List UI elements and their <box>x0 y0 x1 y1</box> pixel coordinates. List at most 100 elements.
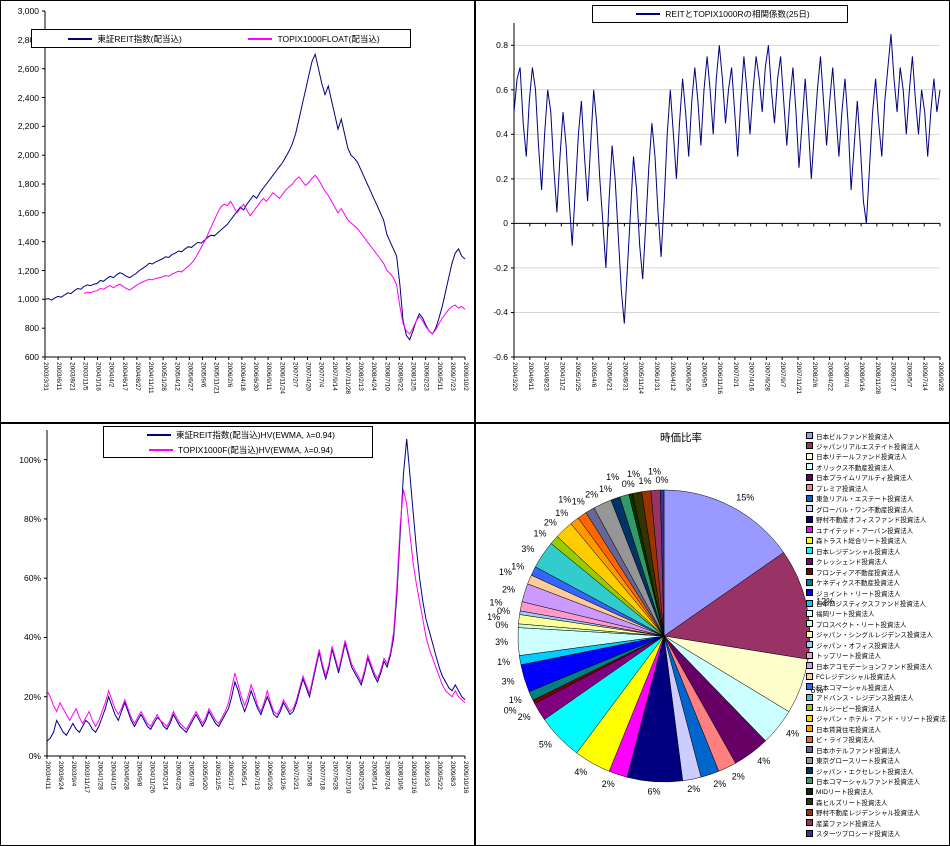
pie-legend-item: 野村不動産オフィスファンド投資法人 <box>806 515 947 524</box>
x-tick-label: 2009/10/2 <box>462 362 469 391</box>
x-tick-label: 2006/11/24 <box>278 362 286 395</box>
y-tick-label: 80% <box>23 513 41 524</box>
pie-legend-label: トップリート投資法人 <box>816 653 881 661</box>
pie-legend-label: 日本コマーシャルファンド投資法人 <box>816 778 920 786</box>
pie-legend-item: ビ・ライフ投資法人 <box>806 735 947 744</box>
x-tick-label: 2006/11/16 <box>716 362 724 395</box>
pie-legend-swatch <box>806 432 813 439</box>
pie-percent-label: 1% <box>599 484 612 494</box>
x-tick-label: 2009/7/23 <box>448 362 456 391</box>
pie-legend-swatch <box>806 662 813 670</box>
x-tick-label: 2009/3/3 <box>422 761 430 787</box>
x-tick-label: 2004/1/28 <box>96 761 104 790</box>
y-tick-label: 1,200 <box>17 265 39 276</box>
x-tick-label: 2004/11/26 <box>148 761 156 794</box>
pie-legend-label: フロンティア不動産投資法人 <box>816 569 901 577</box>
x-tick-label: 2009/8/3 <box>448 761 456 787</box>
reit-index-chart: 600 800 1,000 1,200 1,400 1,600 1,800 2,000 2,20… <box>0 0 475 423</box>
pie-legend-item: ユナイテッド・アーバン投資法人 <box>806 525 947 535</box>
pie-legend-item: 日本ビルファンド投資法人 <box>806 431 947 441</box>
pie-legend-label: 野村不動産レジデンシャル投資法人 <box>816 810 920 818</box>
x-tick-label: 2007/7/18 <box>318 761 326 790</box>
pie-legend-label: スターツプロシード投資法人 <box>816 831 901 839</box>
pie-legend-label: 東京グロースリート投資法人 <box>816 758 901 766</box>
pie-legend-swatch <box>806 808 813 816</box>
pie-percent-label: 1% <box>558 495 571 505</box>
pie-percent-label: 12% <box>816 596 834 606</box>
y-tick-label: 2,400 <box>17 92 39 103</box>
pie-legend-swatch <box>806 473 813 481</box>
pie-legend-label: 日本レジデンシャル投資法人 <box>816 548 901 556</box>
pie-percent-label: 3% <box>521 544 534 554</box>
pie-legend-swatch <box>806 672 813 680</box>
reit-index-plot-area <box>42 10 466 360</box>
x-tick-label: 2006/4/12 <box>668 362 676 391</box>
pie-legend-swatch <box>806 526 813 534</box>
x-tick-label: 2009/5/11 <box>435 362 443 391</box>
pie-legend-item: 福岡リート投資法人 <box>806 609 947 618</box>
x-tick-label: 2003/3/31 <box>42 362 49 391</box>
x-tick-label: 2007/2/21 <box>292 761 300 790</box>
pie-legend: 日本ビルファンド投資法人 ジャパンリアルエステイト投資法人 日本リテールファンド投資… <box>806 431 947 838</box>
pie-legend-swatch <box>806 725 813 733</box>
y-tick-label: 1,000 <box>17 294 39 305</box>
legend-label: TOPIX1000FLOAT(配当込) <box>277 33 380 44</box>
pie-percent-label: 4% <box>757 756 770 766</box>
legend-line-sample <box>68 37 93 40</box>
pie-legend-item: MIDリート投資法人 <box>806 787 947 796</box>
x-tick-label: 2005/6/21 <box>605 362 613 391</box>
pie-percent-label: 3% <box>495 637 508 647</box>
series-line <box>46 438 466 742</box>
x-tick-label: 2003/8/21 <box>68 362 76 391</box>
pie-percent-label: 2% <box>687 784 700 794</box>
pie-percent-label: 1% <box>533 528 546 538</box>
pie-legend-swatch <box>806 505 813 513</box>
x-tick-label: 2007/9/28 <box>331 761 339 790</box>
pie-legend-label: プレミア投資法人 <box>816 485 868 493</box>
pie-legend-label: 森ヒルズリート投資法人 <box>816 799 888 807</box>
historical-volatility-plot-area <box>44 430 466 759</box>
pie-legend-item: 日本リテールファンド投資法人 <box>806 452 947 461</box>
pie-percent-label: 3% <box>502 676 515 686</box>
pie-percent-label: 1% <box>555 508 568 518</box>
pie-legend-swatch <box>806 651 813 659</box>
x-tick-label: 2005/4/25 <box>174 761 182 790</box>
pie-legend-item: 日本コマーシャルファンド投資法人 <box>806 776 947 786</box>
market-cap-ratio-plot-area: 15%12%6%4%4%2%2%2%6%2%4%5%2%0%1%3%1%3%0%… <box>487 466 834 796</box>
x-tick-label: 2005/1/28 <box>160 362 168 391</box>
pie-legend-label: 森トラスト総合リート投資法人 <box>816 538 907 546</box>
x-tick-label: 2004/6/28 <box>122 761 130 790</box>
x-tick-label: 2004/6/17 <box>120 362 128 391</box>
pie-legend-label: ケネディクス不動産投資法人 <box>816 580 900 588</box>
x-tick-label: 2004/11/11 <box>147 362 154 394</box>
pie-legend-swatch <box>806 515 813 523</box>
pie-legend-item: スターツプロシード投資法人 <box>806 829 947 838</box>
pie-legend-item: 日本アコモデーションファンド投資法人 <box>806 661 947 671</box>
x-tick-label: 2006/6/30 <box>252 362 259 391</box>
pie-legend-item: 日本ロジスティクスファンド投資法人 <box>806 599 947 608</box>
pie-legend-swatch <box>806 777 813 785</box>
y-tick-label: 2,800 <box>17 34 39 45</box>
x-tick-label: 2008/9/22 <box>396 362 404 391</box>
x-tick-label: 2008/2/13 <box>357 362 364 391</box>
pie-legend-swatch <box>806 452 813 460</box>
series-line <box>46 489 466 731</box>
pie-legend-swatch <box>806 463 813 471</box>
series-line <box>513 34 941 324</box>
pie-legend-item: プロスペクト・リート投資法人 <box>806 619 947 629</box>
x-tick-label: 2005/11/21 <box>212 362 220 395</box>
pie-percent-label: 1% <box>509 695 522 705</box>
pie-legend-item: ジャパン・エクセレント投資法人 <box>806 766 947 776</box>
pie-legend-label: オリックス不動産投資法人 <box>816 464 894 472</box>
pie-legend-label: ビ・ライフ投資法人 <box>816 737 875 745</box>
x-tick-label: 2006/9/11 <box>265 362 273 391</box>
pie-legend-item: 森トラスト総合リート投資法人 <box>806 536 947 545</box>
series-line <box>44 52 466 341</box>
pie-percent-label: 0% <box>622 479 635 489</box>
x-tick-label: 2004/8/23 <box>542 362 550 391</box>
legend-item: TOPIX1000F(配当込)HV(EWMA, λ=0.94) <box>143 444 333 456</box>
x-tick-label: 2008/10/6 <box>396 761 404 790</box>
pie-legend-label: 東急リアル・エステート投資法人 <box>816 496 914 504</box>
x-tick-label: 2007/12/10 <box>344 761 352 794</box>
